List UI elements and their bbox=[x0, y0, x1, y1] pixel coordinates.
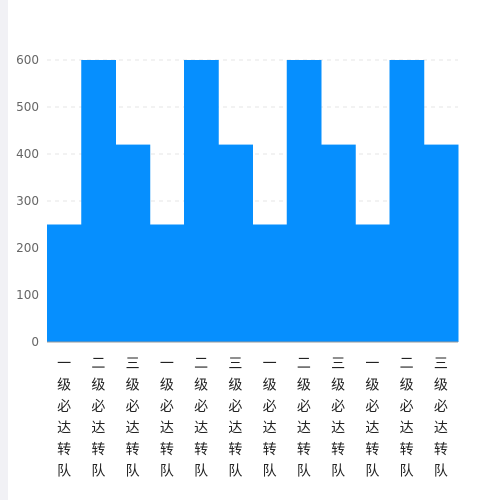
x-category-label: 二级必达转队 bbox=[400, 356, 414, 480]
bar[interactable] bbox=[355, 224, 390, 343]
y-tick-label: 200 bbox=[16, 241, 39, 255]
y-tick-label: 400 bbox=[16, 147, 39, 161]
y-tick-label: 500 bbox=[16, 100, 39, 114]
bar[interactable] bbox=[149, 224, 185, 343]
x-category-label: 二级必达转队 bbox=[91, 356, 105, 480]
y-tick-label: 100 bbox=[16, 288, 39, 302]
x-category-label: 一级必达转队 bbox=[160, 356, 174, 480]
bar[interactable] bbox=[389, 60, 425, 342]
bar[interactable] bbox=[286, 60, 322, 342]
bar[interactable] bbox=[115, 144, 151, 342]
x-category-label: 二级必达转队 bbox=[194, 356, 208, 480]
chart-container: 0 100 200 300 400 500 600 一级必达转队 二级必达转队 三级必达转队 一级… bbox=[8, 0, 500, 500]
y-axis-ticks: 0 100 200 300 400 500 600 bbox=[16, 53, 39, 349]
x-category-label: 三级必达转队 bbox=[228, 356, 242, 480]
x-category-label: 三级必达转队 bbox=[331, 356, 345, 480]
bar[interactable] bbox=[218, 144, 253, 342]
x-category-label: 一级必达转队 bbox=[263, 356, 277, 480]
x-axis-labels: 一级必达转队 二级必达转队 三级必达转队 一级必达转队 二级必达转队 三级必达转队 一级必达… bbox=[57, 356, 448, 480]
x-category-label: 一级必达转队 bbox=[365, 356, 379, 480]
left-side-strip bbox=[0, 0, 8, 500]
bar[interactable] bbox=[47, 224, 82, 343]
y-tick-label: 300 bbox=[16, 194, 39, 208]
bar[interactable] bbox=[81, 60, 116, 342]
x-category-label: 三级必达转队 bbox=[434, 356, 448, 480]
bar[interactable] bbox=[423, 144, 459, 342]
y-tick-label: 600 bbox=[16, 53, 39, 67]
x-category-label: 二级必达转队 bbox=[297, 356, 311, 480]
bars bbox=[47, 60, 459, 342]
bar[interactable] bbox=[252, 224, 288, 343]
bar[interactable] bbox=[184, 60, 219, 342]
x-category-label: 一级必达转队 bbox=[57, 356, 71, 480]
x-category-label: 三级必达转队 bbox=[126, 356, 140, 480]
y-tick-label: 0 bbox=[31, 335, 39, 349]
bar[interactable] bbox=[321, 144, 356, 342]
